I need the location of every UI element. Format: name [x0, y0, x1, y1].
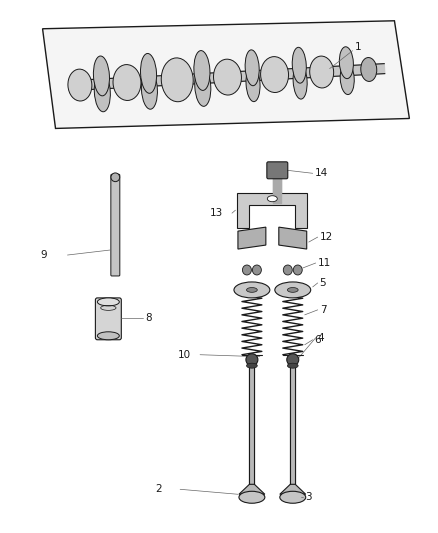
- Ellipse shape: [94, 72, 110, 112]
- Ellipse shape: [97, 332, 119, 340]
- Ellipse shape: [93, 56, 110, 96]
- Text: 3: 3: [305, 492, 311, 502]
- Ellipse shape: [287, 287, 298, 292]
- Ellipse shape: [113, 64, 141, 100]
- Ellipse shape: [141, 53, 156, 93]
- Ellipse shape: [247, 287, 257, 292]
- Ellipse shape: [141, 69, 157, 109]
- Ellipse shape: [246, 354, 258, 366]
- Text: 2: 2: [155, 484, 162, 494]
- Ellipse shape: [361, 58, 377, 82]
- Ellipse shape: [194, 51, 210, 91]
- Ellipse shape: [242, 265, 251, 275]
- Ellipse shape: [340, 63, 354, 94]
- Ellipse shape: [261, 56, 289, 93]
- Ellipse shape: [68, 69, 92, 101]
- Polygon shape: [238, 227, 266, 249]
- Ellipse shape: [239, 491, 265, 503]
- Text: 13: 13: [210, 208, 223, 218]
- Text: 11: 11: [318, 258, 331, 268]
- Text: 5: 5: [320, 278, 326, 288]
- Ellipse shape: [275, 282, 311, 298]
- Ellipse shape: [245, 50, 259, 86]
- Text: 12: 12: [320, 232, 333, 242]
- Ellipse shape: [293, 265, 302, 275]
- Ellipse shape: [97, 298, 119, 306]
- Polygon shape: [279, 227, 307, 249]
- Polygon shape: [42, 21, 410, 128]
- Ellipse shape: [292, 47, 306, 83]
- FancyBboxPatch shape: [111, 174, 120, 276]
- Ellipse shape: [213, 59, 241, 95]
- Polygon shape: [237, 193, 307, 228]
- FancyBboxPatch shape: [95, 298, 121, 340]
- Ellipse shape: [267, 196, 277, 201]
- Text: 14: 14: [314, 168, 328, 179]
- Ellipse shape: [195, 67, 211, 106]
- Polygon shape: [280, 484, 306, 494]
- Text: 8: 8: [145, 313, 152, 323]
- Ellipse shape: [280, 491, 306, 503]
- Ellipse shape: [293, 63, 307, 99]
- Ellipse shape: [283, 265, 292, 275]
- Ellipse shape: [247, 363, 257, 368]
- Ellipse shape: [310, 56, 334, 88]
- Text: 1: 1: [355, 42, 361, 52]
- Text: 9: 9: [41, 250, 47, 260]
- Text: 4: 4: [318, 333, 324, 343]
- Ellipse shape: [111, 173, 120, 182]
- Ellipse shape: [234, 282, 270, 298]
- Ellipse shape: [246, 66, 260, 102]
- Ellipse shape: [339, 47, 353, 79]
- Ellipse shape: [161, 58, 193, 102]
- Ellipse shape: [252, 265, 261, 275]
- Text: 10: 10: [178, 350, 191, 360]
- FancyBboxPatch shape: [267, 162, 288, 179]
- Ellipse shape: [287, 363, 298, 368]
- Text: 7: 7: [320, 305, 326, 315]
- Polygon shape: [239, 484, 265, 494]
- Text: 6: 6: [314, 335, 321, 345]
- Ellipse shape: [287, 354, 299, 366]
- Polygon shape: [70, 63, 385, 91]
